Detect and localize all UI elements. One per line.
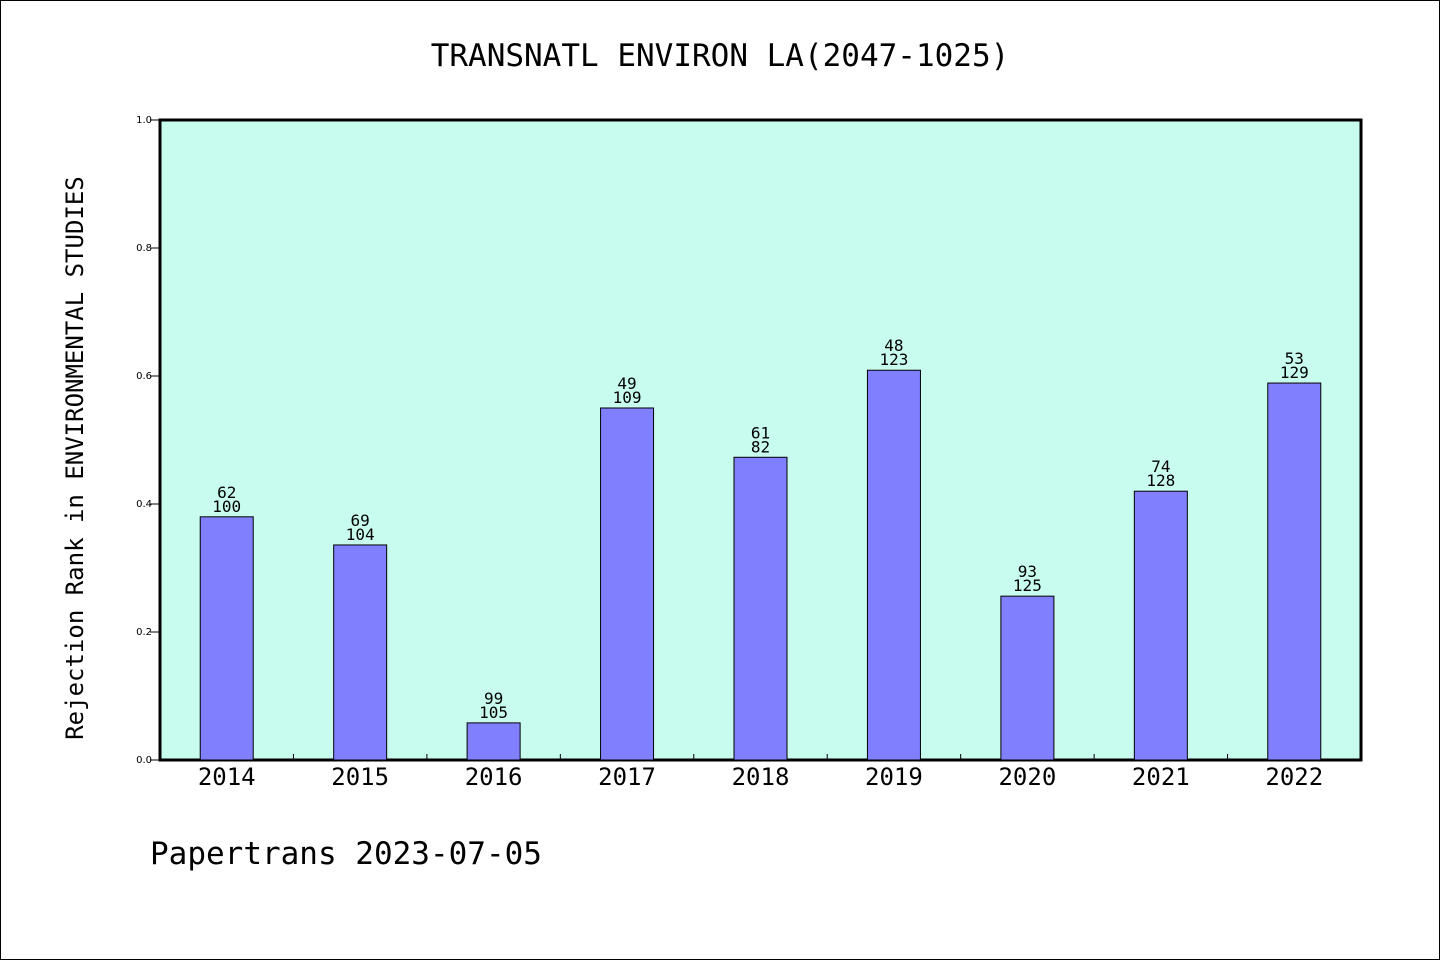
bar-2019 [866,369,921,761]
footer-text: Papertrans 2023-07-05 [150,836,542,872]
chart-title: TRANSNATL ENVIRON LA(2047-1025) [431,38,1010,74]
bar-label-top: 61 [751,423,770,442]
bar-2014 [199,516,254,761]
bar-label-top: 48 [884,336,903,355]
x-tick-label: 2016 [465,763,523,791]
bar-label-top: 99 [484,689,503,708]
bar-2016 [466,722,521,761]
y-axis-label: Rejection Rank in ENVIRONMENTAL STUDIES [61,176,89,740]
x-tick-label: 2020 [998,763,1056,791]
bar-2021 [1133,490,1188,761]
y-tick-label: 0.2 [136,627,152,638]
x-tick-label: 2022 [1265,763,1323,791]
x-tick-label: 2017 [598,763,656,791]
bar-2022 [1267,382,1322,761]
bar-label-bottom: 123 [879,350,908,369]
y-tick-label: 0.0 [136,755,152,766]
bars-group [199,369,1322,761]
bar-2018 [733,456,788,761]
y-tick-label: 0.4 [136,499,152,510]
bar-label-bottom: 129 [1280,363,1309,382]
bar-label-bottom: 125 [1013,576,1042,595]
bar-label-bottom: 109 [613,388,642,407]
bar-label-top: 49 [617,374,636,393]
x-tick-label: 2019 [865,763,923,791]
x-tick-label: 2018 [732,763,790,791]
x-tick-label: 2014 [198,763,256,791]
bar-label-top: 93 [1018,562,1037,581]
y-tick-label: 0.8 [136,243,152,254]
y-tick-label: 1.0 [136,115,152,126]
bar-label-bottom: 100 [212,497,241,516]
bar-label-top: 74 [1151,457,1170,476]
x-tick-label: 2021 [1132,763,1190,791]
bar-label-top: 53 [1285,349,1304,368]
x-tick-label: 2015 [331,763,389,791]
bar-label-top: 69 [351,511,370,530]
bar-label-bottom: 104 [346,525,375,544]
bar-2015 [333,544,388,761]
bar-2020 [1000,595,1055,761]
x-axis-ticks: 2014 2015 2016 2017 2018 2019 2020 2021 2022 [198,754,1323,791]
y-axis-ticks: 0.0 0.2 0.4 0.6 0.8 1.0 [136,115,160,766]
y-tick-label: 0.6 [136,371,152,382]
bar-label-bottom: 105 [479,703,508,722]
bar-label-bottom: 128 [1146,471,1175,490]
bar-label-bottom: 82 [751,437,770,456]
bar-label-top: 62 [217,483,236,502]
bar-2017 [600,407,655,761]
